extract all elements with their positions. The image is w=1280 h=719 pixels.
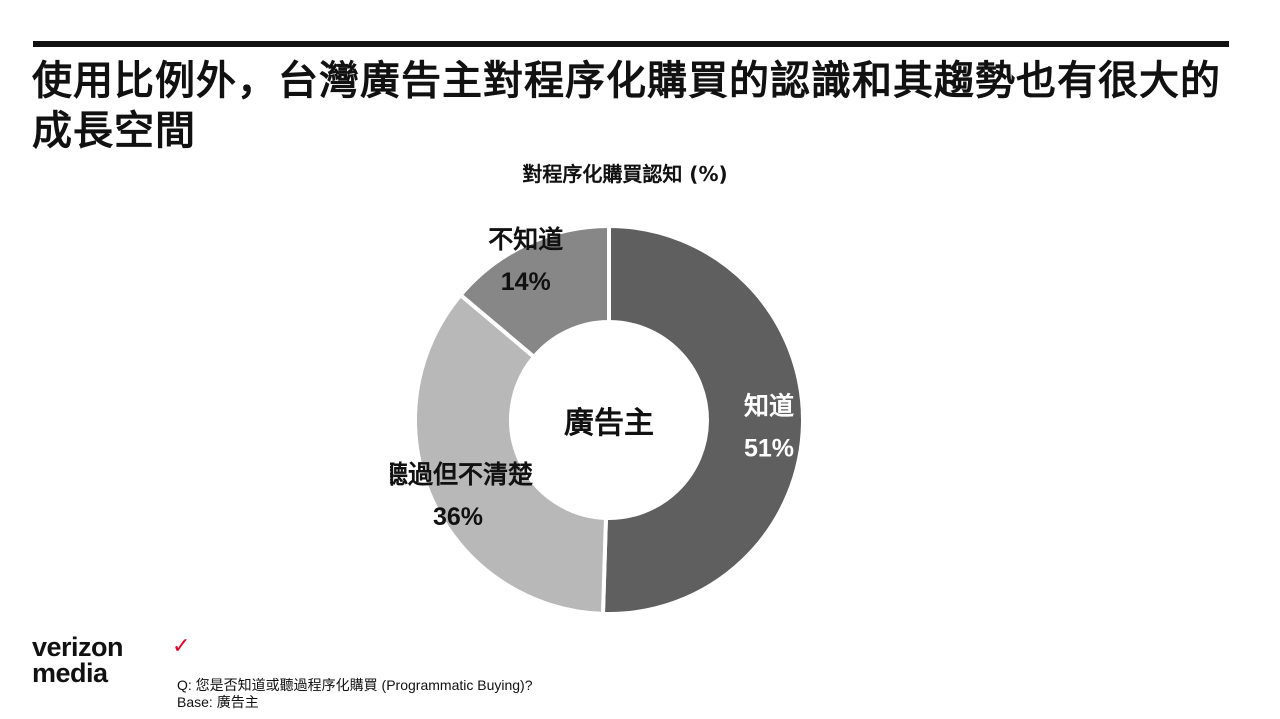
slice-labels: 知道 51% 聽過但不清楚 36% 不知道 14% [390,225,794,531]
slice-1 [600,223,805,616]
slice-value-2: 36% [433,503,483,531]
verizon-media-logo: verizon media ✓ [32,632,190,694]
slice-3 [457,223,611,360]
donut-chart: 廣告主 知道 51% 聽過但不清楚 36% 不知道 14% [390,223,805,616]
logo-line-2: media [32,658,108,688]
footnote-question: Q: 您是否知道或聽過程序化購買 (Programmatic Buying)? [177,677,533,693]
slice-2 [413,292,609,616]
slice-label-2: 聽過但不清楚 [390,460,533,489]
slide-title: 使用比例外，台灣廣告主對程序化購買的認識和其趨勢也有很大的成長空間 [32,58,1221,154]
logo-line-1: verizon [32,632,124,662]
slice-value-3: 14% [501,268,551,296]
slice-label-3: 不知道 [488,225,563,254]
chart-title: 對程序化購買認知 (%) [522,162,728,186]
slice-label-1: 知道 [744,391,794,420]
center-label: 廣告主 [564,406,654,441]
footnote: Q: 您是否知道或聽過程序化購買 (Programmatic Buying)? … [177,677,533,711]
top-rule [33,41,1229,47]
footnote-base: Base: 廣告主 [177,694,259,710]
slice-value-1: 51% [744,434,794,462]
checkmark-icon: ✓ [172,634,191,659]
donut-slices [413,223,805,616]
